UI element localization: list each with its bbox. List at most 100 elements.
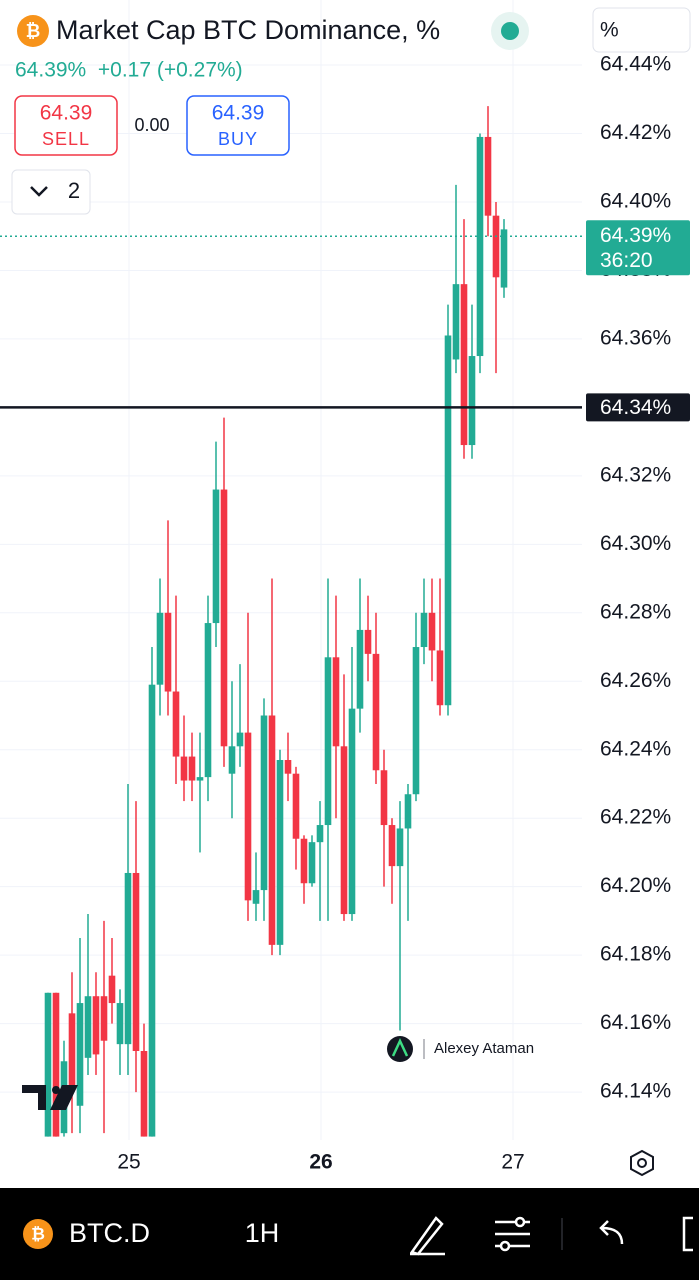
candle-body bbox=[260, 715, 268, 891]
y-tick-label: 64.22% bbox=[600, 806, 671, 829]
horizontal-line-badge bbox=[586, 393, 690, 422]
scale-button[interactable] bbox=[592, 7, 691, 53]
candle-body bbox=[396, 828, 404, 867]
coin-glyph: ₿ bbox=[26, 21, 41, 41]
y-tick-label: 64.44% bbox=[600, 53, 671, 76]
y-tick-label: 64.36% bbox=[600, 326, 671, 349]
candle-body bbox=[180, 756, 188, 781]
x-tick-label: 27 bbox=[501, 1151, 524, 1174]
candle-body bbox=[300, 838, 308, 884]
candle-body bbox=[196, 777, 204, 781]
slider-knob bbox=[514, 1216, 526, 1228]
candle-body bbox=[220, 489, 228, 747]
candle-body bbox=[348, 708, 356, 915]
slider-knob bbox=[499, 1240, 511, 1252]
candle-body bbox=[236, 732, 244, 747]
undo-icon[interactable] bbox=[599, 1220, 624, 1245]
candle-body bbox=[252, 890, 260, 904]
candle-body bbox=[116, 1003, 124, 1045]
buy-label: BUY bbox=[218, 129, 258, 149]
y-tick-label: 64.28% bbox=[600, 600, 671, 623]
candle-body bbox=[268, 715, 276, 945]
candle-body bbox=[412, 647, 420, 795]
candle-body bbox=[172, 691, 180, 757]
y-tick-label: 64.20% bbox=[600, 874, 671, 897]
candle-body bbox=[380, 770, 388, 826]
candle-body bbox=[76, 1003, 84, 1106]
candle-body bbox=[388, 825, 396, 867]
candle-body bbox=[52, 992, 60, 1137]
candle-body bbox=[84, 996, 92, 1058]
candle-body bbox=[244, 732, 252, 901]
candle-body bbox=[68, 1013, 76, 1086]
candle-body bbox=[124, 872, 132, 1045]
settings-icon[interactable] bbox=[630, 1149, 654, 1177]
candles bbox=[44, 106, 508, 1137]
overlay: ₿ Market Cap BTC Dominance, % % 64.39% +… bbox=[0, 7, 699, 1280]
tv-logo bbox=[22, 1085, 78, 1110]
tv-logo-dot bbox=[52, 1086, 60, 1094]
buy-button[interactable] bbox=[186, 95, 290, 156]
candle-body bbox=[436, 650, 444, 706]
indicators-toggle[interactable] bbox=[11, 169, 91, 215]
buy-price: 64.39 bbox=[212, 102, 265, 125]
symbol-icon bbox=[23, 1219, 53, 1249]
candle-body bbox=[372, 653, 380, 771]
candle-body bbox=[452, 284, 460, 360]
candle-body bbox=[340, 746, 348, 915]
candle-body bbox=[204, 623, 212, 778]
y-tick-label: 64.32% bbox=[600, 463, 671, 486]
candle-body bbox=[108, 975, 116, 1004]
draw-tool-icon[interactable] bbox=[410, 1216, 445, 1256]
scale-button-label: % bbox=[600, 19, 619, 42]
candle-body bbox=[148, 684, 156, 1137]
x-tick-label: 25 bbox=[117, 1151, 140, 1174]
y-tick-label: 64.30% bbox=[600, 532, 671, 555]
x-tick-label: 26 bbox=[309, 1151, 332, 1174]
plot-area: 64.44%64.42%64.40%64.38%64.36%64.34%64.3… bbox=[0, 0, 690, 1174]
y-tick-label: 64.16% bbox=[600, 1011, 671, 1034]
market-status-dot bbox=[501, 22, 519, 40]
fullscreen-icon[interactable] bbox=[682, 1216, 693, 1252]
y-tick-label: 64.26% bbox=[600, 669, 671, 692]
candle-body bbox=[332, 657, 340, 747]
y-tick-label: 64.24% bbox=[600, 737, 671, 760]
candle-body bbox=[364, 629, 372, 654]
candle-body bbox=[492, 215, 500, 278]
candle-body bbox=[444, 335, 452, 706]
chevron-icon bbox=[30, 186, 48, 197]
interval-button[interactable]: 1H bbox=[245, 1218, 280, 1248]
coin-icon bbox=[17, 15, 49, 47]
candle-body bbox=[468, 356, 476, 446]
candle-body bbox=[100, 996, 108, 1041]
candle-body bbox=[284, 760, 292, 774]
indicators-count: 2 bbox=[68, 178, 80, 203]
candle-body bbox=[292, 773, 300, 839]
candle-body bbox=[428, 612, 436, 651]
candle-body bbox=[324, 657, 332, 826]
candle-body bbox=[44, 992, 52, 1137]
sell-label: SELL bbox=[42, 129, 90, 149]
y-tick-label: 64.14% bbox=[600, 1080, 671, 1103]
candle-body bbox=[188, 756, 196, 781]
candle-body bbox=[156, 612, 164, 685]
candle-body bbox=[92, 996, 100, 1055]
symbol-button[interactable]: BTC.D bbox=[69, 1218, 150, 1248]
candle-body bbox=[140, 1050, 148, 1137]
watermark-glyph bbox=[391, 1038, 409, 1057]
candle-body bbox=[460, 284, 468, 446]
sell-button[interactable] bbox=[14, 95, 118, 156]
candle-body bbox=[132, 872, 140, 1051]
candle-body bbox=[228, 746, 236, 774]
spread: 0.00 bbox=[134, 115, 169, 135]
candle-body bbox=[484, 136, 492, 216]
symbol-icon-glyph: ₿ bbox=[31, 1224, 45, 1243]
y-tick-label: 64.42% bbox=[600, 121, 671, 144]
chart-title: Market Cap BTC Dominance, % bbox=[56, 15, 440, 45]
candle-body bbox=[308, 842, 316, 884]
candle-body bbox=[476, 136, 484, 357]
candle-body bbox=[500, 229, 508, 288]
settings-icon-center bbox=[637, 1158, 647, 1168]
current-price-badge bbox=[586, 220, 690, 276]
